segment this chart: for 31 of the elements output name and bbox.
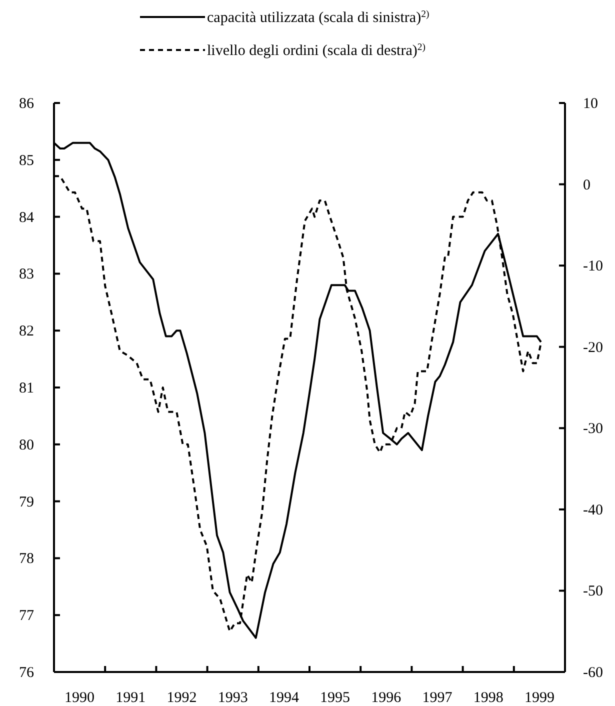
x-tick-label: 1994 (268, 690, 300, 706)
x-tick-label: 1997 (422, 690, 453, 706)
y2-tick-label: -10 (583, 258, 603, 275)
y-tick-label: 77 (19, 608, 34, 624)
y2-tick-label: 0 (583, 177, 590, 194)
legend-label: livello degli ordini (scala di destra)$^{2)}$ (207, 42, 426, 59)
x-tick-label: 1995 (320, 690, 350, 706)
y-tick-label: 79 (19, 494, 34, 510)
x-tick-label: 1992 (166, 690, 197, 706)
y2-tick-label: -60 (583, 665, 603, 681)
y2-tick-label: -30 (583, 421, 603, 438)
x-tick-label: 1998 (473, 690, 504, 706)
y-tick-label: 86 (19, 96, 34, 112)
x-tick-label: 1993 (218, 690, 248, 706)
y-tick-label: 84 (19, 210, 34, 226)
y-tick-label: 85 (19, 152, 34, 169)
x-tick-label: 1999 (524, 690, 554, 706)
x-tick-label: 1991 (116, 690, 146, 706)
y2-tick-label: -50 (583, 584, 603, 600)
y-tick-label: 81 (19, 380, 34, 396)
y2-tick-label: 10 (583, 96, 598, 112)
y-tick-label: 78 (19, 551, 34, 568)
y-tick-label: 76 (19, 665, 34, 681)
legend-label: capacità utilizzata (scala di sinistra)$^{2)}$ (207, 8, 430, 26)
y-tick-label: 82 (19, 324, 34, 340)
y2-tick-label: -40 (583, 502, 603, 518)
x-tick-label: 1990 (64, 690, 95, 706)
y2-tick-label: -20 (583, 340, 603, 356)
x-tick-label: 1996 (371, 690, 402, 706)
y-tick-label: 83 (19, 266, 34, 283)
y-tick-label: 80 (19, 437, 34, 454)
